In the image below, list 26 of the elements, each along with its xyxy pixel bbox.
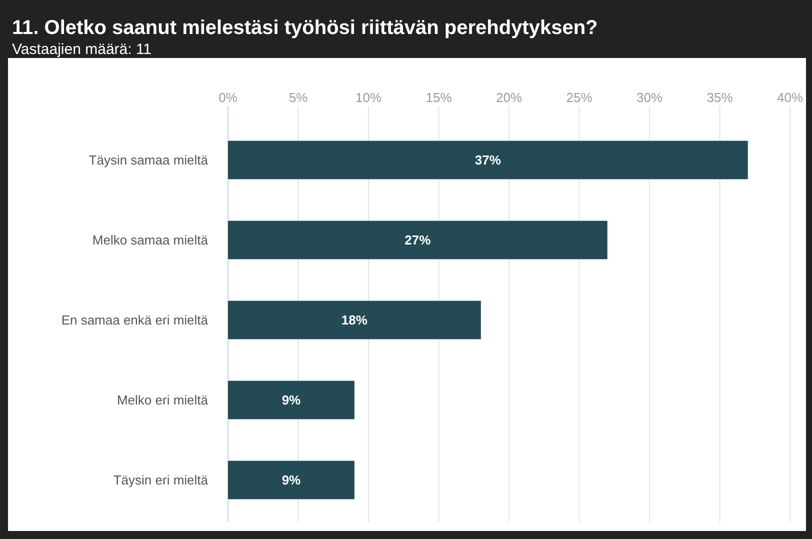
y-tick-label: Melko samaa mieltä xyxy=(92,232,209,248)
bar xyxy=(228,300,481,340)
chart-title: 11. Oletko saanut mielestäsi työhösi riittävän perehdytyksen? xyxy=(12,17,598,39)
x-tick-label: 40% xyxy=(776,90,804,105)
text: Vastaajien määrä: 11 xyxy=(12,41,152,58)
y-tick-label: Täysin eri mieltä xyxy=(113,472,209,488)
x-tick-label: 5% xyxy=(288,90,308,105)
data-label: 9% xyxy=(282,392,302,408)
data-label: 27% xyxy=(404,232,432,248)
bar xyxy=(228,380,354,420)
bar xyxy=(228,220,608,260)
x-tick-label: 10% xyxy=(355,90,382,105)
x-tick-label: 15% xyxy=(426,90,452,105)
x-tick-label: 25% xyxy=(566,90,593,105)
x-tick-label: 0% xyxy=(218,90,238,105)
data-label: 18% xyxy=(341,312,368,328)
x-tick-label: 20% xyxy=(496,90,522,105)
bar xyxy=(228,140,748,180)
x-tick-label: 35% xyxy=(706,90,734,105)
y-tick-label: Täysin samaa mieltä xyxy=(88,152,209,168)
data-label: 37% xyxy=(474,152,502,168)
x-tick-label: 30% xyxy=(636,90,663,105)
y-tick-label: En samaa enkä eri mieltä xyxy=(61,312,209,328)
y-tick-label: Melko eri mieltä xyxy=(116,392,209,408)
bar xyxy=(228,460,354,500)
data-label: 9% xyxy=(282,472,302,488)
